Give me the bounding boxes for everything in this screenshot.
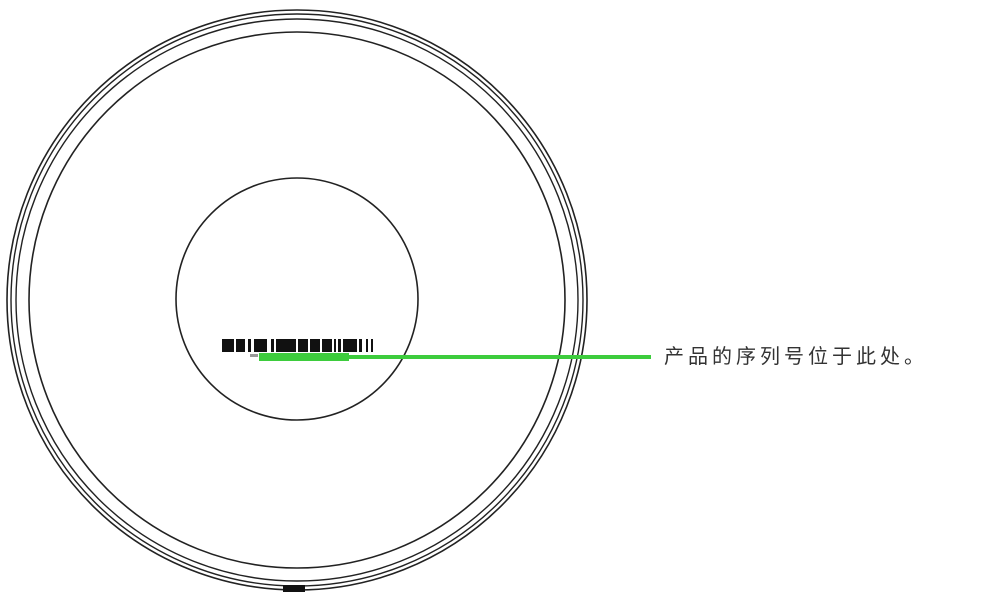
outer-ring-2: [10, 13, 584, 587]
serial-location-callout: 产品的序列号位于此处。: [664, 344, 928, 368]
inner-circle: [175, 177, 419, 421]
outer-ring-1: [6, 9, 588, 591]
serial-barcode: [222, 339, 373, 357]
cable-stub: [283, 585, 305, 592]
outer-ring-3: [15, 18, 579, 582]
main-ring: [28, 31, 566, 569]
